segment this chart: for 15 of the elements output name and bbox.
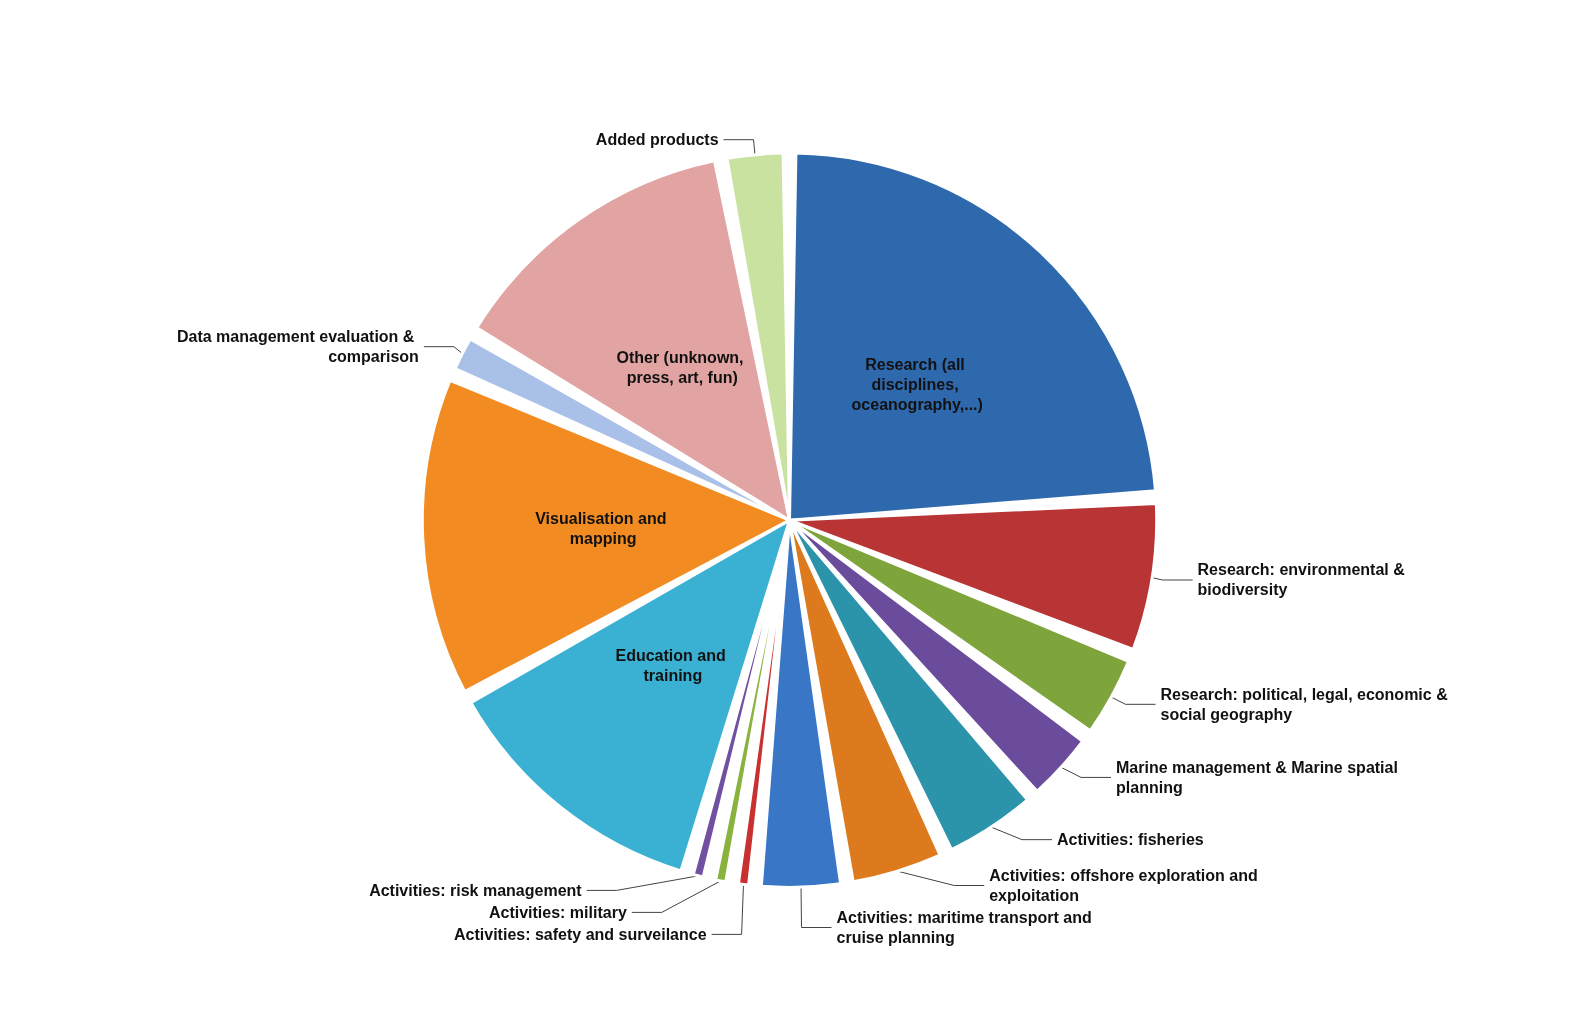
slice-label: Activities: offshore exploration and exploitation	[989, 867, 1263, 904]
slice-label: Added products	[595, 131, 719, 149]
slice-label: Activities: military	[488, 903, 627, 921]
slice-label: Research: political, legal, economic & social geography	[1160, 685, 1453, 723]
slice-label: Activities: fisheries	[1056, 831, 1204, 849]
slice-label: Research (all disciplines, oceanography,...)	[851, 355, 983, 413]
slice-label: Visualisation and mapping	[535, 510, 671, 548]
slice-label: Other (unknown, press, art, fun)	[616, 349, 748, 387]
slice-label: Activities: risk management	[369, 881, 583, 899]
slice-label: Research: environmental & biodiversity	[1197, 561, 1410, 599]
slice-label: Data management evaluation & comparison	[177, 328, 419, 366]
slice-label: Activities: maritime transport and cruise planning	[836, 909, 1097, 946]
slice-label: Education and training	[615, 647, 731, 685]
slice-label: Marine management & Marine spatial planning	[1116, 758, 1403, 796]
slice-label: Activities: safety and surveilance	[454, 925, 707, 943]
